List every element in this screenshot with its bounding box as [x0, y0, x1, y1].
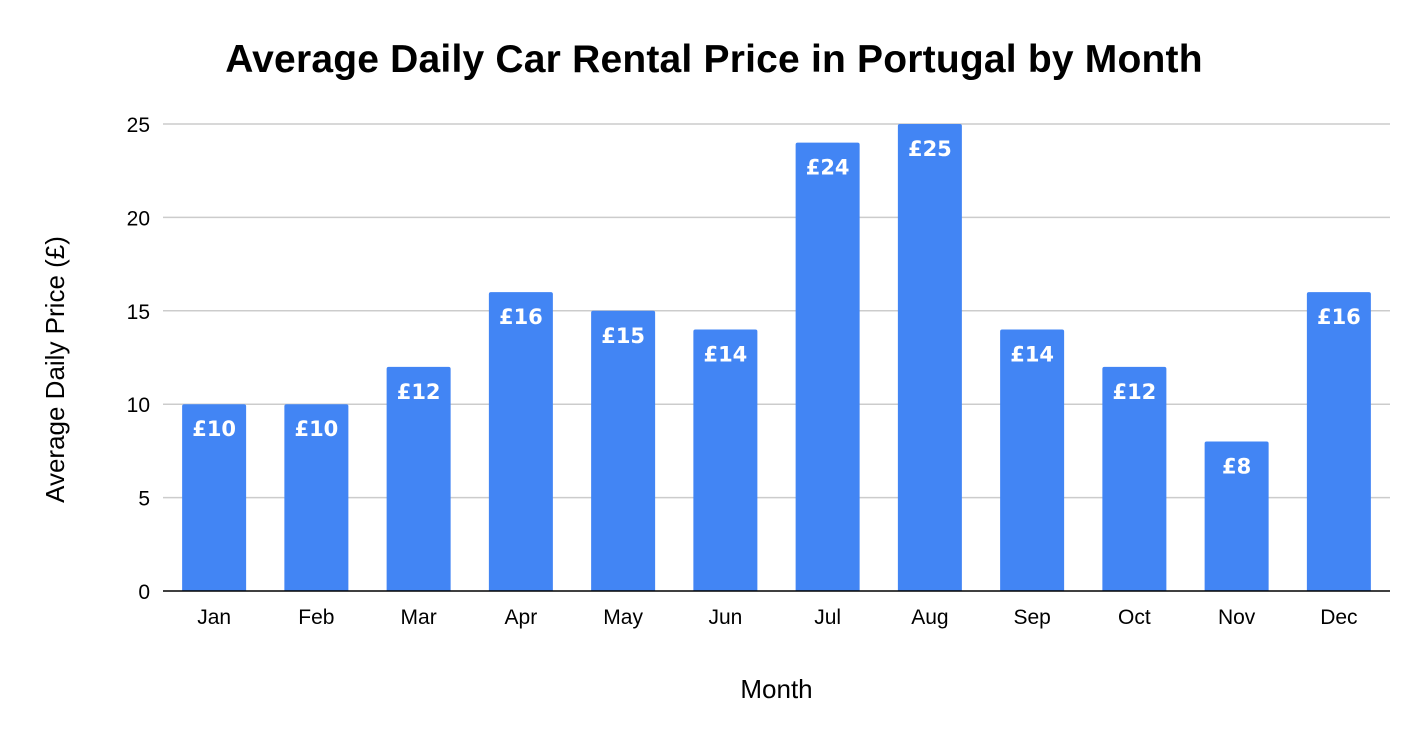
x-tick-label: Jan	[197, 606, 231, 629]
x-axis-title: Month	[740, 674, 812, 704]
x-tick-label: Dec	[1320, 606, 1357, 629]
data-label-aug: £25	[908, 137, 952, 161]
x-tick-label: Jul	[814, 606, 841, 629]
data-label-sep: £14	[1010, 342, 1054, 366]
x-tick-label: Apr	[505, 606, 538, 629]
bar-dec	[1306, 292, 1371, 591]
y-tick-label: 25	[127, 114, 150, 137]
bar-mar	[386, 366, 451, 591]
y-axis-ticks: 0 5 10 15 20 25	[127, 114, 150, 604]
data-label-jun: £14	[703, 342, 747, 366]
bar-jan	[182, 404, 247, 591]
bar-jul	[795, 142, 860, 591]
bars	[182, 124, 1371, 591]
data-label-jan: £10	[192, 417, 236, 441]
data-label-feb: £10	[294, 417, 338, 441]
x-tick-label: Oct	[1118, 606, 1151, 629]
data-label-apr: £16	[499, 305, 543, 329]
bar-feb	[284, 404, 349, 591]
bar-apr	[488, 292, 553, 591]
x-tick-label: Feb	[298, 606, 334, 629]
chart-title: Average Daily Car Rental Price in Portug…	[225, 38, 1203, 81]
data-label-dec: £16	[1317, 305, 1361, 329]
bar-sep	[1000, 329, 1065, 591]
gridlines	[163, 123, 1390, 499]
data-labels: £10 £10 £12 £16 £15 £14 £24 £25 £14 £12 £8 £16	[192, 137, 1361, 479]
x-tick-label: Mar	[401, 606, 437, 629]
bar-nov	[1204, 441, 1269, 591]
x-tick-label: Aug	[911, 606, 948, 629]
y-tick-label: 15	[127, 301, 150, 324]
bar-jun	[693, 329, 758, 591]
bar-aug	[897, 124, 962, 591]
x-axis-ticks: Jan Feb Mar Apr May Jun Jul Aug Sep Oct Nov Dec	[197, 606, 1357, 629]
y-tick-label: 20	[127, 207, 150, 230]
bar-oct	[1102, 366, 1167, 591]
x-tick-label: Jun	[708, 606, 742, 629]
y-tick-label: 10	[127, 394, 150, 417]
y-tick-label: 0	[138, 581, 150, 604]
data-label-mar: £12	[397, 380, 441, 404]
bar-may	[591, 310, 656, 591]
data-label-jul: £24	[806, 156, 850, 180]
y-axis-title: Average Daily Price (£)	[40, 236, 70, 503]
data-label-oct: £12	[1112, 380, 1156, 404]
data-label-may: £15	[601, 324, 645, 348]
x-tick-label: Nov	[1218, 606, 1256, 629]
data-label-nov: £8	[1222, 455, 1251, 479]
y-tick-label: 5	[138, 488, 150, 511]
x-tick-label: Sep	[1013, 606, 1050, 629]
x-tick-label: May	[603, 606, 643, 629]
